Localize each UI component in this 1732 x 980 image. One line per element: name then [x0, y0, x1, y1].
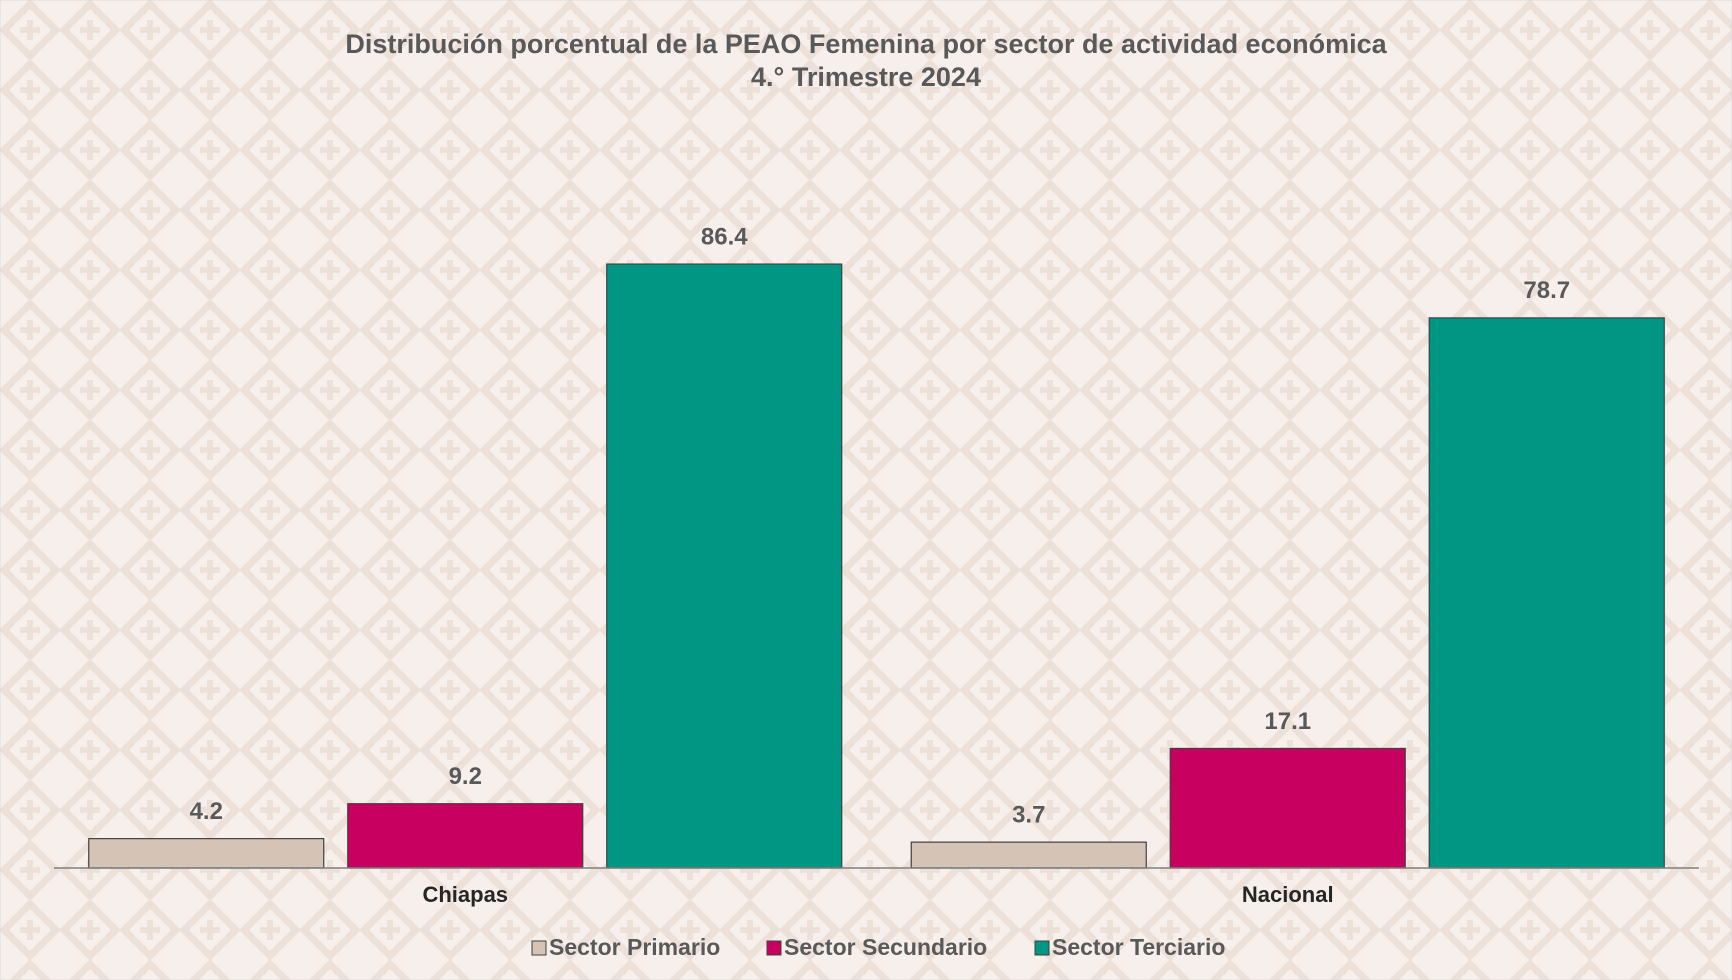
bar: [910, 841, 1147, 869]
x-tick-label: Chiapas: [422, 882, 508, 907]
x-tick-label: Nacional: [1242, 882, 1334, 907]
legend-swatch: [531, 940, 547, 956]
bar: [1428, 317, 1665, 869]
bar: [88, 838, 325, 869]
legend-label: Sector Terciario: [1052, 934, 1225, 960]
bar: [606, 263, 843, 869]
legend-label: Sector Secundario: [784, 934, 987, 960]
chart-title: Distribución porcentual de la PEAO Femen…: [345, 29, 1387, 59]
legend-swatch: [1034, 940, 1050, 956]
data-label: 78.7: [1523, 277, 1570, 304]
data-label: 4.2: [190, 798, 223, 825]
data-label: 86.4: [701, 223, 748, 250]
legend-label: Sector Primario: [549, 934, 720, 960]
legend-swatch: [766, 940, 782, 956]
data-label: 9.2: [449, 763, 482, 790]
data-label: 17.1: [1264, 708, 1311, 735]
bar: [1169, 747, 1406, 869]
data-label: 3.7: [1012, 801, 1045, 828]
bar: [347, 803, 584, 869]
chart-subtitle: 4.° Trimestre 2024: [751, 62, 981, 92]
